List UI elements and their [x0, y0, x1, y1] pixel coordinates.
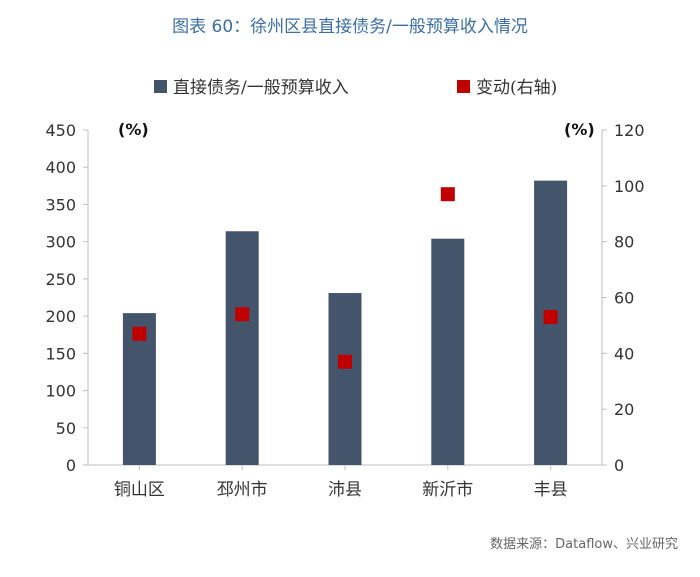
y-left-axis-label: (%) [118, 120, 149, 139]
x-tick-label: 邳州市 [217, 480, 268, 500]
y-right-tick-label: 40 [614, 344, 634, 363]
y-left-tick-label: 400 [45, 158, 76, 177]
legend-swatch-bar [154, 80, 167, 93]
figure-title: 图表 60：徐州区县直接债务/一般预算收入情况 [172, 17, 528, 37]
y-right-tick-label: 80 [614, 233, 634, 252]
marker-point [543, 310, 558, 325]
legend-label-bar: 直接债务/一般预算收入 [173, 78, 349, 98]
x-tick-label: 丰县 [534, 480, 568, 500]
source-note: 数据来源：Dataflow、兴业研究 [490, 537, 678, 552]
y-left-tick-label: 350 [45, 195, 76, 214]
bar [328, 293, 362, 465]
legend: 直接债务/一般预算收入 变动(右轴) [154, 78, 557, 98]
y-left-tick-label: 150 [45, 344, 76, 363]
x-tick-label: 铜山区 [114, 480, 165, 500]
y-left-tick-label: 0 [66, 456, 76, 475]
bar [225, 231, 259, 465]
y-right-tick-label: 100 [614, 177, 645, 196]
markers [132, 187, 558, 369]
y-left-tick-label: 100 [45, 382, 76, 401]
x-tick-label: 新沂市 [422, 480, 473, 500]
y-left-tick-label: 300 [45, 233, 76, 252]
y-right-tick-label: 120 [614, 121, 645, 140]
bars [122, 180, 568, 465]
y-right-axis-label: (%) [564, 120, 595, 139]
y-left-tick-label: 50 [56, 419, 76, 438]
marker-point [235, 307, 250, 322]
y-right-tick-label: 60 [614, 289, 634, 308]
x-tick-label: 沛县 [328, 480, 362, 500]
y-left-tick-label: 200 [45, 307, 76, 326]
y-right-tick-label: 20 [614, 400, 634, 419]
y-right-tick-label: 0 [614, 456, 624, 475]
marker-point [132, 326, 147, 341]
legend-swatch-marker [457, 80, 470, 93]
y-left-tick-label: 250 [45, 270, 76, 289]
y-left-tick-label: 450 [45, 121, 76, 140]
bar [431, 238, 465, 465]
marker-point [338, 354, 352, 369]
marker-point [440, 187, 455, 202]
legend-label-marker: 变动(右轴) [476, 78, 557, 98]
tick-labels: 0 50 100 150 200 250 300 350 400 450 0 20 40 60 80 100 1… [45, 121, 644, 500]
